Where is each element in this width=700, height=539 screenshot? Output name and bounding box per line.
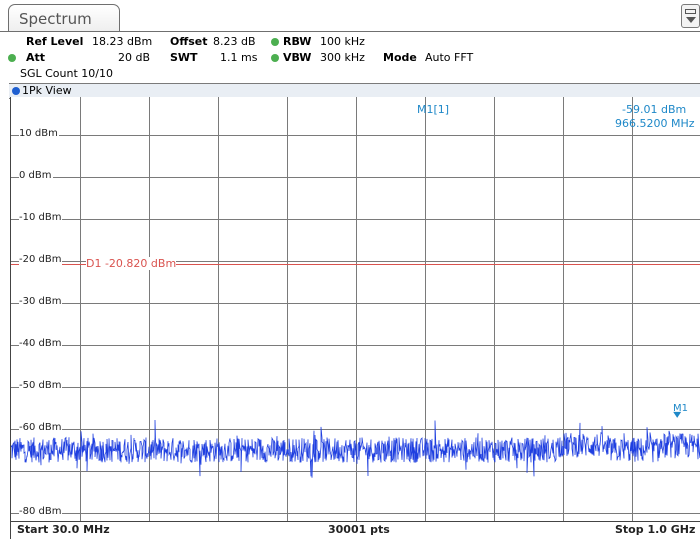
offset-value[interactable]: 8.23 dB: [213, 35, 256, 48]
swt-value[interactable]: 1.1 ms: [220, 51, 258, 64]
sgl-count: SGL Count 10/10: [20, 67, 113, 80]
ref-level-label: Ref Level: [26, 35, 84, 48]
start-frequency: Start 30.0 MHz: [17, 523, 110, 536]
footer-bar: Start 30.0 MHz 30001 pts Stop 1.0 GHz: [10, 521, 700, 539]
y-tick-label: -50 dBm: [19, 380, 63, 391]
marker-m1-icon[interactable]: [673, 411, 682, 418]
vbw-value[interactable]: 300 kHz: [320, 51, 365, 64]
tab-spectrum[interactable]: Spectrum: [8, 4, 120, 32]
marker-flag-label: M1: [673, 403, 688, 414]
rbw-status-icon: [271, 38, 279, 46]
y-tick-label: -60 dBm: [19, 422, 63, 433]
rbw-value[interactable]: 100 kHz: [320, 35, 365, 48]
stop-frequency: Stop 1.0 GHz: [615, 523, 696, 536]
y-tick-label: -20 dBm: [19, 254, 63, 265]
y-tick-label: -30 dBm: [19, 296, 63, 307]
mode-value[interactable]: Auto FFT: [425, 51, 474, 64]
trace-view-label: 1Pk View: [22, 84, 72, 97]
tab-spectrum-label: Spectrum: [19, 10, 92, 28]
ref-level-value[interactable]: 18.23 dBm: [92, 35, 153, 48]
window-menu-icon[interactable]: [681, 4, 700, 28]
y-tick-label: 10 dBm: [19, 128, 59, 139]
marker-readout-freq: 966.5200 MHz: [615, 117, 695, 130]
spectrum-trace-line: [11, 419, 700, 478]
offset-label: Offset: [170, 35, 208, 48]
y-tick-label: -10 dBm: [19, 212, 63, 223]
mode-label: Mode: [383, 51, 417, 64]
att-label: Att: [26, 51, 46, 64]
y-tick-label: -40 dBm: [19, 338, 63, 349]
display-line-label: D1 -20.820 dBm: [86, 257, 177, 270]
vbw-label: VBW: [283, 51, 312, 64]
tab-bar: Spectrum: [0, 0, 700, 32]
marker-readout-level: -59.01 dBm: [622, 103, 687, 116]
spectrum-plot[interactable]: 10 dBm 0 dBm -10 dBm -20 dBm -30 dBm -40 dBm -…: [10, 97, 700, 521]
vbw-status-icon: [271, 54, 279, 62]
y-tick-label: -80 dBm: [19, 506, 63, 517]
sweep-points: 30001 pts: [328, 523, 390, 536]
tab-divider: [0, 31, 700, 32]
att-value[interactable]: 20 dB: [118, 51, 151, 64]
marker-readout-name: M1[1]: [417, 103, 450, 116]
swt-label: SWT: [170, 51, 198, 64]
rbw-label: RBW: [283, 35, 312, 48]
y-tick-label: 0 dBm: [19, 170, 53, 181]
att-status-icon: [8, 54, 16, 62]
spectrum-graph: [11, 97, 700, 521]
trace-indicator-icon: [12, 87, 20, 95]
